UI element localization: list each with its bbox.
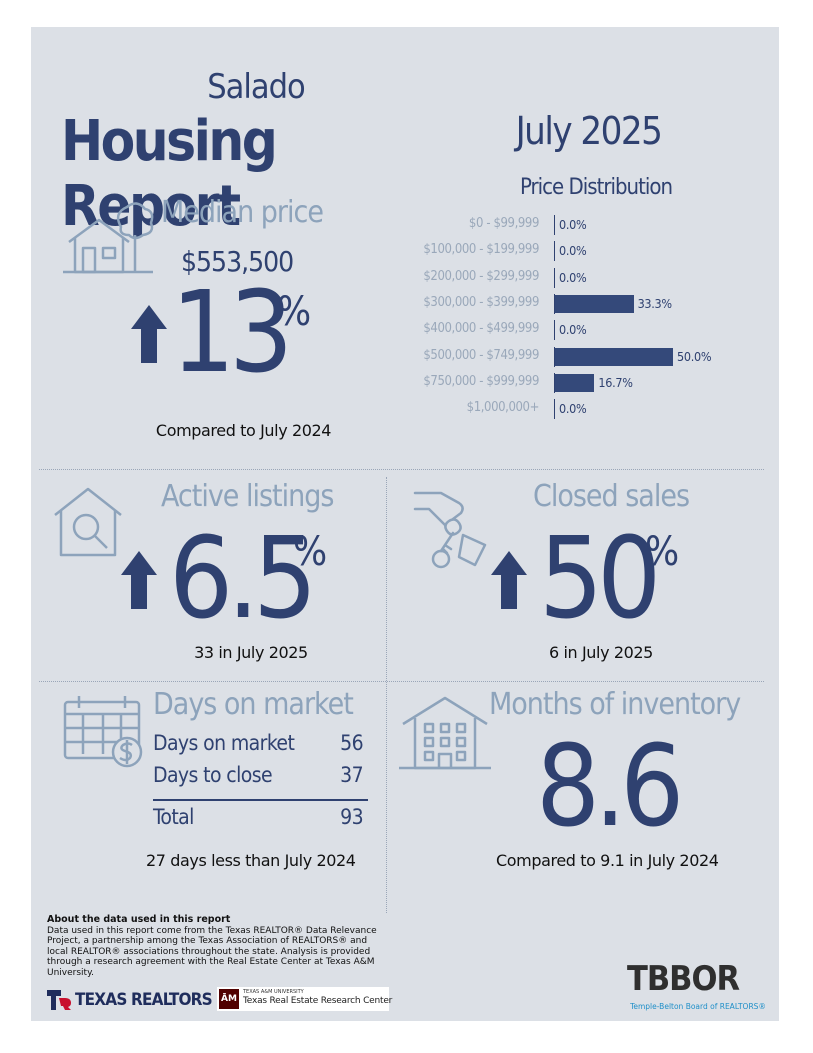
divider [39, 681, 764, 682]
calendar-dollar-icon [63, 696, 143, 768]
price-row-value: 50.0% [677, 348, 712, 364]
median-price-amount: $553,500 [181, 245, 294, 278]
price-row: $300,000 - $399,999 33.3% [351, 293, 771, 315]
price-row-axis [554, 346, 555, 367]
price-row-label: $0 - $99,999 [468, 216, 539, 231]
price-row-value: 0.0% [559, 401, 587, 417]
texas-realtors-logo: TEXAS REALTORS [47, 989, 213, 1011]
up-arrow-icon [121, 551, 157, 609]
months-inventory-caption: Compared to 9.1 in July 2024 [496, 851, 719, 870]
price-row: $0 - $99,999 0.0% [351, 214, 771, 236]
total-rule [153, 799, 368, 801]
price-row-value: 0.0% [559, 217, 587, 232]
dom-total-label: Total [153, 805, 194, 829]
active-listings-percent: % [293, 529, 328, 575]
report-panel: Salado Housing Report July 2025 Median p… [31, 27, 779, 1021]
price-row: $400,000 - $499,999 0.0% [351, 319, 771, 341]
texas-realtors-text: TEXAS REALTORS [75, 990, 213, 1010]
active-listings-change: 6.5 [169, 514, 317, 644]
data-note-title: About the data used in this report [47, 914, 231, 925]
price-bar [555, 347, 673, 366]
dom-row-days-to-close: Days to close 37 [153, 763, 364, 787]
days-on-market-caption: 27 days less than July 2024 [146, 851, 356, 870]
report-title: Housing Report [61, 109, 278, 239]
price-row-axis [554, 372, 555, 393]
dom-row-label: Days to close [153, 763, 273, 787]
days-on-market-label: Days on market [153, 687, 354, 722]
price-row-axis [554, 215, 555, 235]
price-row-axis [554, 399, 555, 420]
price-row-label: $1,000,000+ [466, 400, 540, 416]
report-month: July 2025 [515, 109, 663, 153]
median-price-percent: % [277, 289, 312, 335]
texas-realtors-mark-icon [47, 990, 71, 1010]
dom-row-total: Total 93 [153, 805, 364, 829]
price-row-value: 16.7% [598, 374, 633, 390]
tbbor-logo-text: TBBOR [627, 959, 740, 999]
tamu-small-text: TEXAS A&M UNIVERSITY [243, 989, 304, 995]
hand-keys-icon [413, 491, 487, 569]
tbbor-logo: TBBOR Temple-Belton Board of REALTORS® [623, 959, 773, 1017]
price-row: $500,000 - $749,999 50.0% [351, 346, 771, 368]
dom-row-value: 56 [340, 731, 363, 755]
price-row-axis [554, 320, 555, 341]
price-row-axis [554, 267, 555, 288]
price-row-axis [554, 241, 555, 262]
price-bar [555, 373, 595, 392]
active-listings-label: Active listings [161, 479, 334, 514]
apartment-icon [399, 696, 491, 770]
median-price-label: Median price [161, 195, 324, 230]
closed-sales-change: 50 [539, 514, 661, 644]
city-name: Salado [207, 67, 306, 107]
price-row-label: $750,000 - $999,999 [423, 373, 539, 389]
price-bar [555, 294, 634, 313]
tbbor-name: Temple-Belton Board of REALTORS® [630, 1002, 766, 1011]
dom-row-label: Days on market [153, 731, 295, 755]
price-row-value: 0.0% [559, 243, 587, 259]
price-row-label: $200,000 - $299,999 [423, 268, 539, 284]
price-row-label: $300,000 - $399,999 [423, 294, 539, 310]
tamu-mark-icon: ĀM [219, 989, 239, 1009]
divider [39, 469, 764, 470]
price-row-value: 0.0% [559, 322, 587, 338]
house-tree-icon [63, 202, 154, 274]
data-note-body: Data used in this report come from the T… [47, 925, 377, 978]
months-inventory-value: 8.6 [536, 722, 684, 852]
tamu-logo: ĀM TEXAS A&M UNIVERSITY Texas Real Estat… [217, 987, 393, 1011]
price-row-value: 33.3% [637, 295, 673, 311]
price-row: $100,000 - $199,999 0.0% [351, 240, 771, 262]
price-row: $750,000 - $999,999 16.7% [351, 372, 771, 394]
up-arrow-icon [131, 305, 167, 363]
closed-sales-caption: 6 in July 2025 [549, 643, 653, 662]
up-arrow-icon [491, 551, 527, 609]
price-row-label: $100,000 - $199,999 [423, 242, 539, 258]
closed-sales-percent: % [645, 529, 680, 575]
active-listings-caption: 33 in July 2025 [194, 643, 308, 662]
price-row-label: $500,000 - $749,999 [423, 347, 539, 363]
tamu-center-text: Texas Real Estate Research Center [243, 996, 393, 1006]
price-row-axis [554, 293, 555, 314]
dom-total-value: 93 [340, 805, 363, 829]
price-row-label: $400,000 - $499,999 [423, 321, 539, 337]
dom-row-days-on-market: Days on market 56 [153, 731, 364, 755]
price-row: $1,000,000+ 0.0% [351, 398, 771, 420]
price-row-value: 0.0% [559, 269, 587, 285]
months-inventory-label: Months of inventory [489, 687, 741, 722]
median-price-change: 13 [171, 268, 293, 398]
closed-sales-label: Closed sales [533, 479, 690, 514]
price-row: $200,000 - $299,999 0.0% [351, 267, 771, 289]
median-price-caption: Compared to July 2024 [155, 421, 332, 440]
price-distribution-title: Price Distribution [520, 175, 673, 200]
data-note: About the data used in this report Data … [47, 914, 387, 978]
divider [386, 477, 387, 913]
house-search-icon [54, 487, 122, 557]
dom-row-value: 37 [340, 763, 363, 787]
